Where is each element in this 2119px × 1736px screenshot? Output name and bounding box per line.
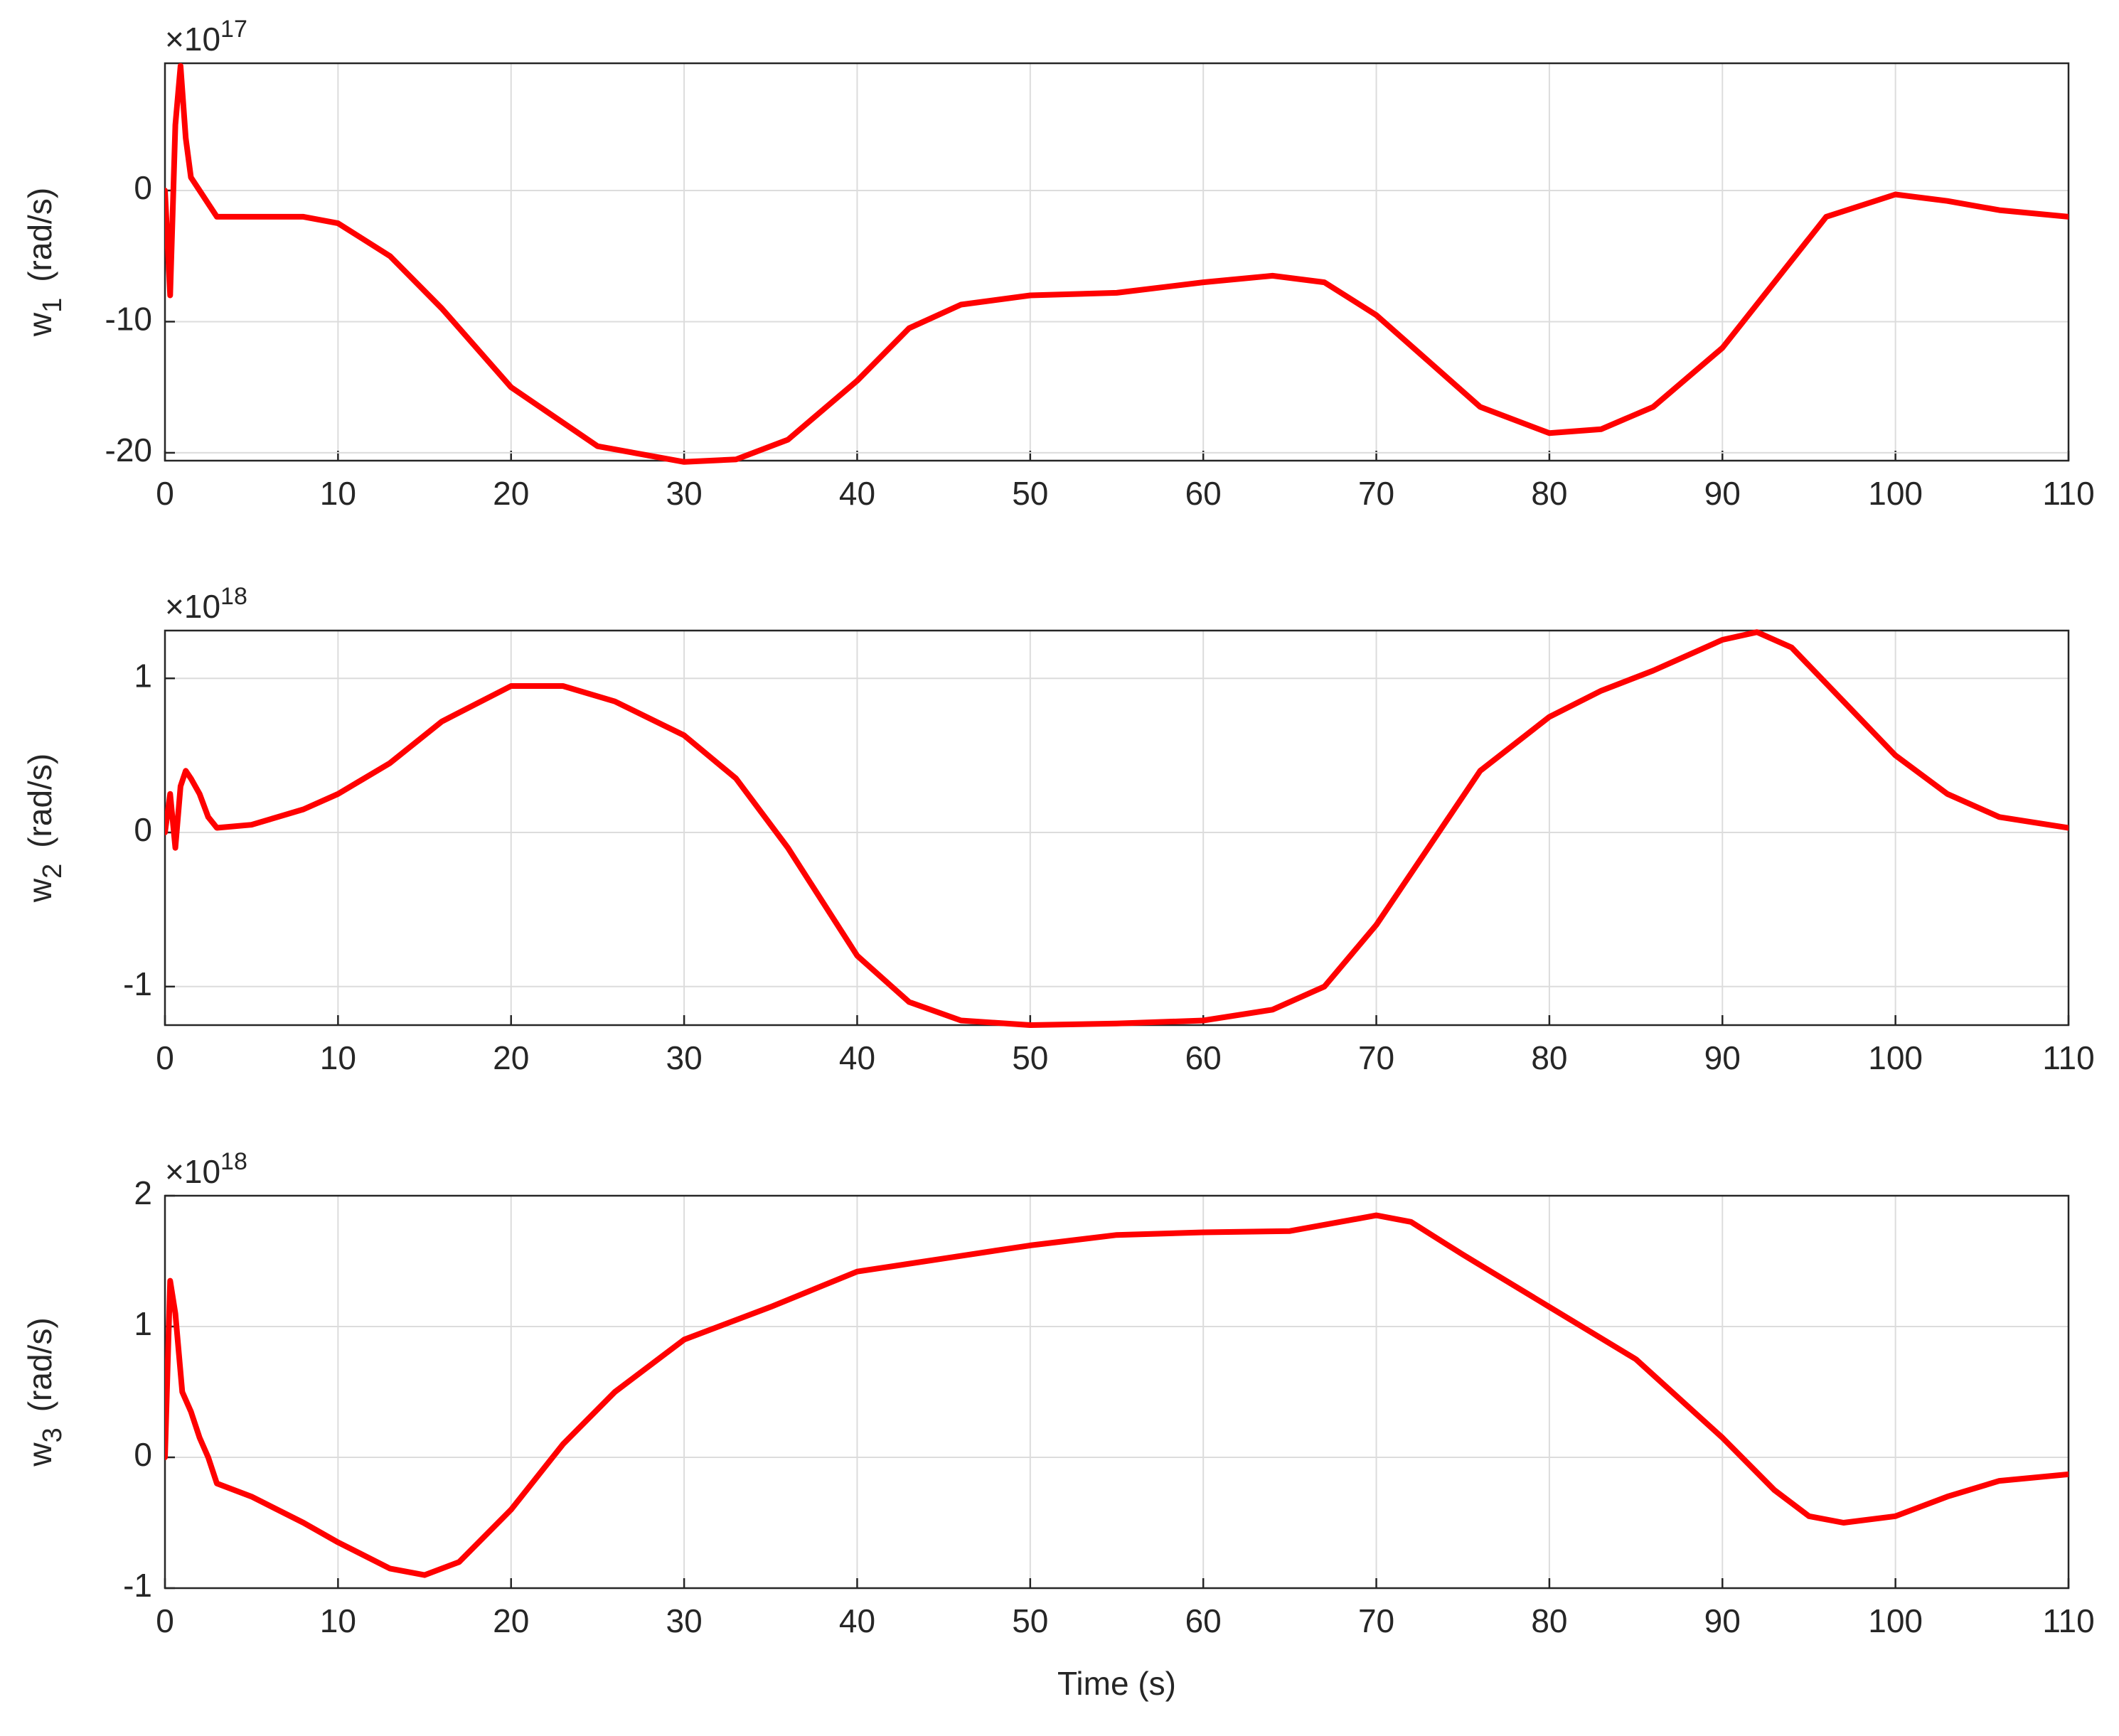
x-tick-label: 30 [666,1039,703,1076]
x-tick-label: 70 [1358,1039,1394,1076]
x-tick-label: 50 [1012,475,1048,512]
data-line [165,64,2069,464]
multiplier-power: 17 [220,16,247,43]
y-tick-label: 1 [134,657,152,694]
data-line [165,630,2069,1027]
x-tick-label: 20 [493,475,529,512]
y-tick-label: 0 [134,169,152,206]
y-multiplier: ×1018 [165,583,247,625]
x-tick-label: 60 [1185,1602,1222,1639]
ylabel-subscript: 3 [38,1427,68,1442]
plot-frame [164,629,2070,1027]
y-multiplier: ×1017 [165,16,247,58]
x-tick-label: 30 [666,475,703,512]
x-tick-label: 40 [839,1039,875,1076]
x-tick-label: 30 [666,1602,703,1639]
y-tick-label: 2 [134,1174,152,1211]
x-tick-label: 110 [2042,1039,2094,1076]
data-line [165,1212,2069,1578]
y-axis-label: w1 (rad/s) [21,188,68,337]
ylabel-subscript: 1 [38,298,68,313]
multiplier-base: ×10 [165,588,220,625]
x-tick-label: 60 [1185,1039,1222,1076]
x-tick-label: 70 [1358,1602,1394,1639]
ylabel-symbol: w [21,1442,58,1467]
data-line [165,63,2069,465]
y-axis-label: w2 (rad/s) [21,754,68,903]
x-tick-label: 70 [1358,475,1394,512]
x-tick-label: 40 [839,475,875,512]
multiplier-base: ×10 [165,1153,220,1190]
ylabel-unit: (rad/s) [21,188,58,282]
x-tick-label: 110 [2042,1602,2094,1639]
ylabel-unit: (rad/s) [21,1317,58,1412]
y-tick-label: -1 [123,965,152,1002]
plot-frame [164,1194,2070,1590]
multiplier-power: 18 [220,583,247,610]
x-tick-label: 40 [839,1602,875,1639]
y-tick-label: 0 [134,811,152,848]
x-tick-label: 50 [1012,1602,1048,1639]
x-tick-label: 90 [1704,1602,1741,1639]
multiplier-base: ×10 [165,21,220,58]
y-axis-label: w3 (rad/s) [21,1317,68,1467]
x-tick-label: 110 [2042,475,2094,512]
x-tick-label: 100 [1868,475,1923,512]
x-tick-label: 0 [156,1602,174,1639]
x-axis-label: Time (s) [1057,1665,1176,1702]
x-tick-label: 20 [493,1602,529,1639]
x-tick-label: 20 [493,1039,529,1076]
multiplier-power: 18 [220,1148,247,1175]
subplot: 0 10 20 30 40 50 60 70 80 90 100 110-101×1018w2(rad… [21,583,2095,1076]
x-tick-label: 0 [156,1039,174,1076]
y-tick-label: 0 [134,1436,152,1473]
x-tick-label: 10 [320,475,356,512]
ylabel-subscript: 2 [38,864,68,879]
ylabel-symbol: w [21,312,58,337]
x-tick-label: 90 [1704,475,1741,512]
x-tick-label: 100 [1868,1602,1923,1639]
subplot: 0 10 20 30 40 50 60 70 80 90 100 110-1012×1018w3(ra… [21,1148,2095,1702]
x-tick-label: 50 [1012,1039,1048,1076]
subplot: 0 10 20 30 40 50 60 70 80 90 100 110 -20 -10 0 ×1017 w1 (… [21,16,2095,512]
ylabel-unit: (rad/s) [21,754,58,848]
plot-frame [164,62,2070,462]
x-tick-label: 90 [1704,1039,1741,1076]
x-tick-label: 10 [320,1602,356,1639]
data-line [165,1213,2069,1577]
ylabel-symbol: w [21,878,58,903]
x-tick-label: 80 [1531,1039,1567,1076]
x-tick-label: 10 [320,1039,356,1076]
x-tick-label: 80 [1531,475,1567,512]
y-tick-label: -20 [105,432,152,468]
y-tick-label: -1 [123,1567,152,1604]
x-tick-label: 60 [1185,475,1222,512]
x-tick-label: 80 [1531,1602,1567,1639]
y-tick-label: -10 [105,301,152,338]
x-tick-label: 100 [1868,1039,1923,1076]
y-tick-label: 1 [134,1305,152,1342]
y-multiplier: ×1018 [165,1148,247,1190]
x-tick-label: 0 [156,475,174,512]
data-line [165,629,2069,1028]
